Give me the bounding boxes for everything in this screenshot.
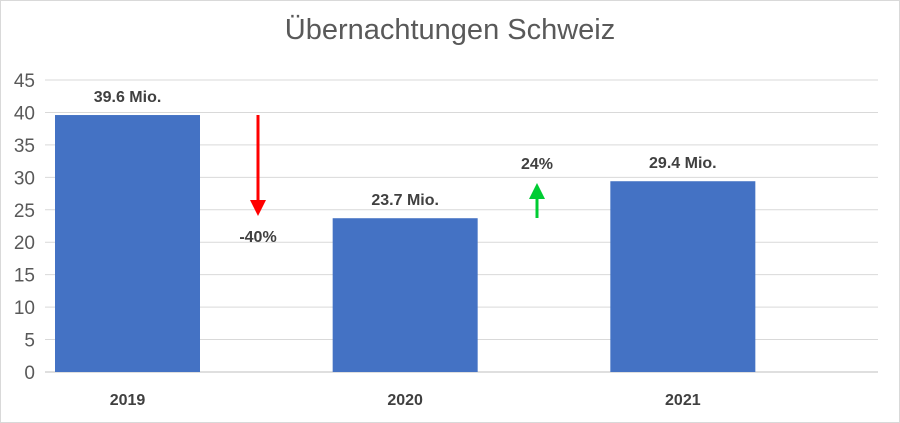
y-tick-label: 45 (14, 71, 35, 92)
bar-2021 (610, 181, 756, 372)
down-arrow-icon (250, 200, 266, 216)
y-tick-label: 35 (14, 136, 35, 157)
bars (55, 115, 756, 372)
x-axis-labels: 2019 2020 2021 (110, 392, 701, 409)
data-label-2019: 39.6 Mio. (94, 89, 162, 106)
change-annotations: -40% 24% (239, 115, 553, 246)
data-labels: 39.6 Mio. 23.7 Mio. 29.4 Mio. (94, 89, 717, 209)
x-tick-label: 2020 (387, 392, 423, 409)
y-tick-label: 40 (14, 103, 35, 124)
chart-title: Übernachtungen Schweiz (284, 14, 616, 46)
change-label: -40% (239, 229, 276, 246)
bar-2020 (332, 218, 478, 372)
y-axis-ticks: 0 5 10 15 20 25 30 35 40 45 (14, 71, 35, 384)
y-tick-label: 30 (14, 168, 35, 189)
x-tick-label: 2021 (665, 392, 701, 409)
change-label: 24% (521, 156, 553, 173)
y-tick-label: 25 (14, 201, 35, 222)
bar-2019 (55, 115, 200, 372)
data-label-2020: 23.7 Mio. (371, 192, 439, 209)
y-tick-label: 10 (14, 298, 35, 319)
up-arrow-icon (529, 183, 545, 199)
x-tick-label: 2019 (110, 392, 146, 409)
data-label-2021: 29.4 Mio. (649, 155, 717, 172)
y-tick-label: 15 (14, 266, 35, 287)
y-tick-label: 20 (14, 233, 35, 254)
y-tick-label: 0 (24, 363, 35, 384)
y-tick-label: 5 (24, 331, 35, 352)
